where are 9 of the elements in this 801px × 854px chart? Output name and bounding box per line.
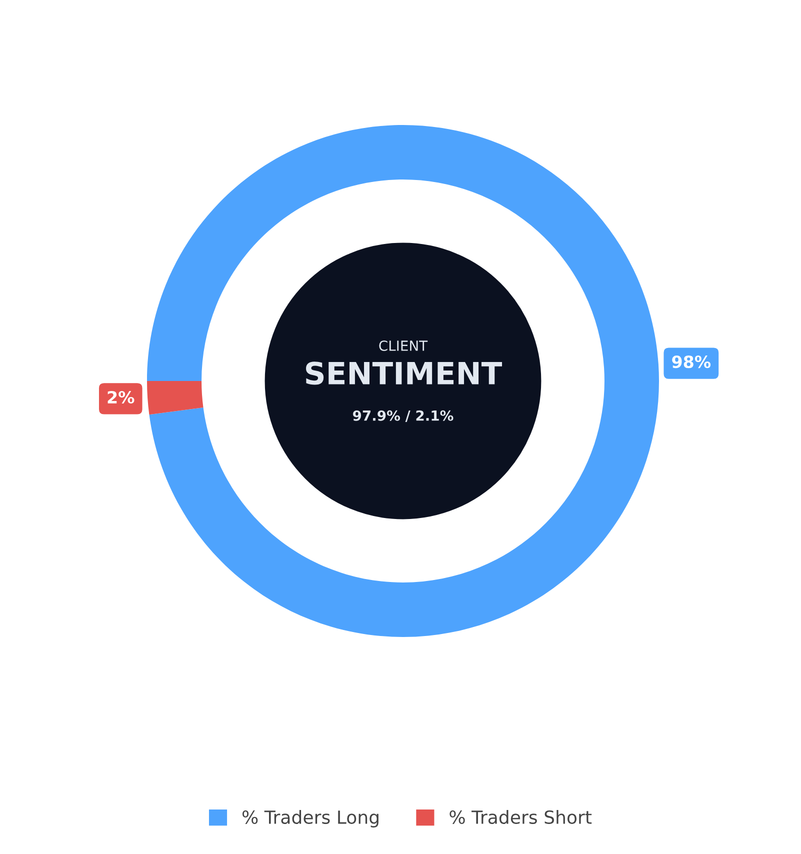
legend-label: % Traders Long <box>242 810 378 828</box>
legend-label: % Traders Short <box>450 810 592 824</box>
text: SENTIMENT <box>306 362 502 385</box>
text: CLIENT <box>379 340 428 351</box>
data-label: 98% <box>672 356 711 368</box>
text: 97.9% / 2.1% <box>352 410 454 422</box>
data-label: 2% <box>108 390 134 404</box>
donut-slice <box>147 381 204 415</box>
donut-slice <box>147 125 659 637</box>
